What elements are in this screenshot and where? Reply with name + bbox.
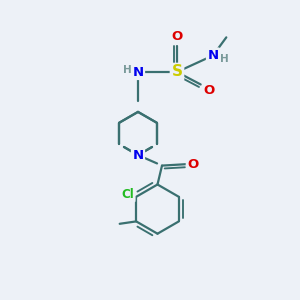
- Text: N: N: [132, 148, 144, 162]
- Text: O: O: [187, 158, 199, 171]
- Text: N: N: [132, 65, 144, 79]
- Text: Cl: Cl: [122, 188, 134, 201]
- Text: N: N: [207, 49, 219, 62]
- Text: O: O: [203, 84, 215, 97]
- Text: O: O: [171, 30, 183, 44]
- Text: H: H: [220, 54, 229, 64]
- Text: S: S: [172, 64, 182, 80]
- Text: H: H: [123, 64, 132, 75]
